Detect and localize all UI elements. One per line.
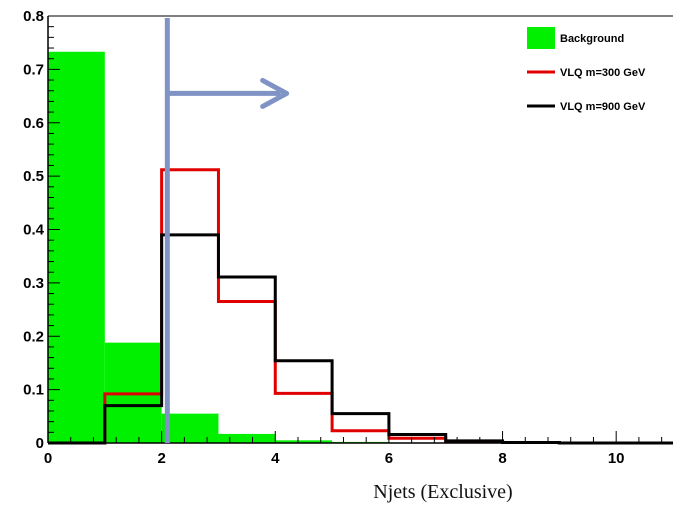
x-axis-title: Njets (Exclusive) — [373, 481, 512, 503]
x-tick-label: 8 — [498, 450, 506, 467]
background-bar — [218, 433, 276, 443]
background-bar — [48, 51, 105, 443]
y-tick-label: 0.6 — [23, 115, 44, 132]
arrow-head-icon — [260, 77, 290, 109]
legend: Background VLQ m=300 GeV VLQ m=900 GeV — [527, 27, 646, 113]
y-tick-label: 0.4 — [23, 222, 45, 239]
x-tick-label: 6 — [385, 450, 393, 467]
legend-label: VLQ m=300 GeV — [560, 67, 646, 79]
y-tick-label: 0.8 — [23, 8, 44, 25]
axis-ticks: 0 0.1 0.2 0.3 0.4 0.5 0.6 0.7 0.8 0 2 4 6 8 10 — [23, 8, 663, 467]
x-tick-label: 4 — [271, 450, 280, 467]
x-tick-label: 2 — [157, 450, 165, 467]
y-tick-label: 0.2 — [23, 328, 44, 345]
y-tick-label: 0.1 — [23, 382, 44, 399]
y-tick-label: 0 — [36, 435, 44, 452]
legend-swatch-background — [527, 27, 555, 49]
background-bar — [275, 440, 333, 443]
cut-annotation — [164, 18, 290, 443]
y-tick-label: 0.5 — [23, 168, 44, 185]
legend-label: VLQ m=900 GeV — [560, 101, 646, 113]
y-tick-label: 0.7 — [23, 61, 44, 78]
x-tick-label: 10 — [608, 450, 625, 467]
y-tick-label: 0.3 — [23, 275, 44, 292]
background-histogram — [48, 51, 446, 443]
legend-label: Background — [560, 33, 624, 45]
x-tick-label: 0 — [44, 450, 52, 467]
background-bar — [161, 413, 219, 443]
